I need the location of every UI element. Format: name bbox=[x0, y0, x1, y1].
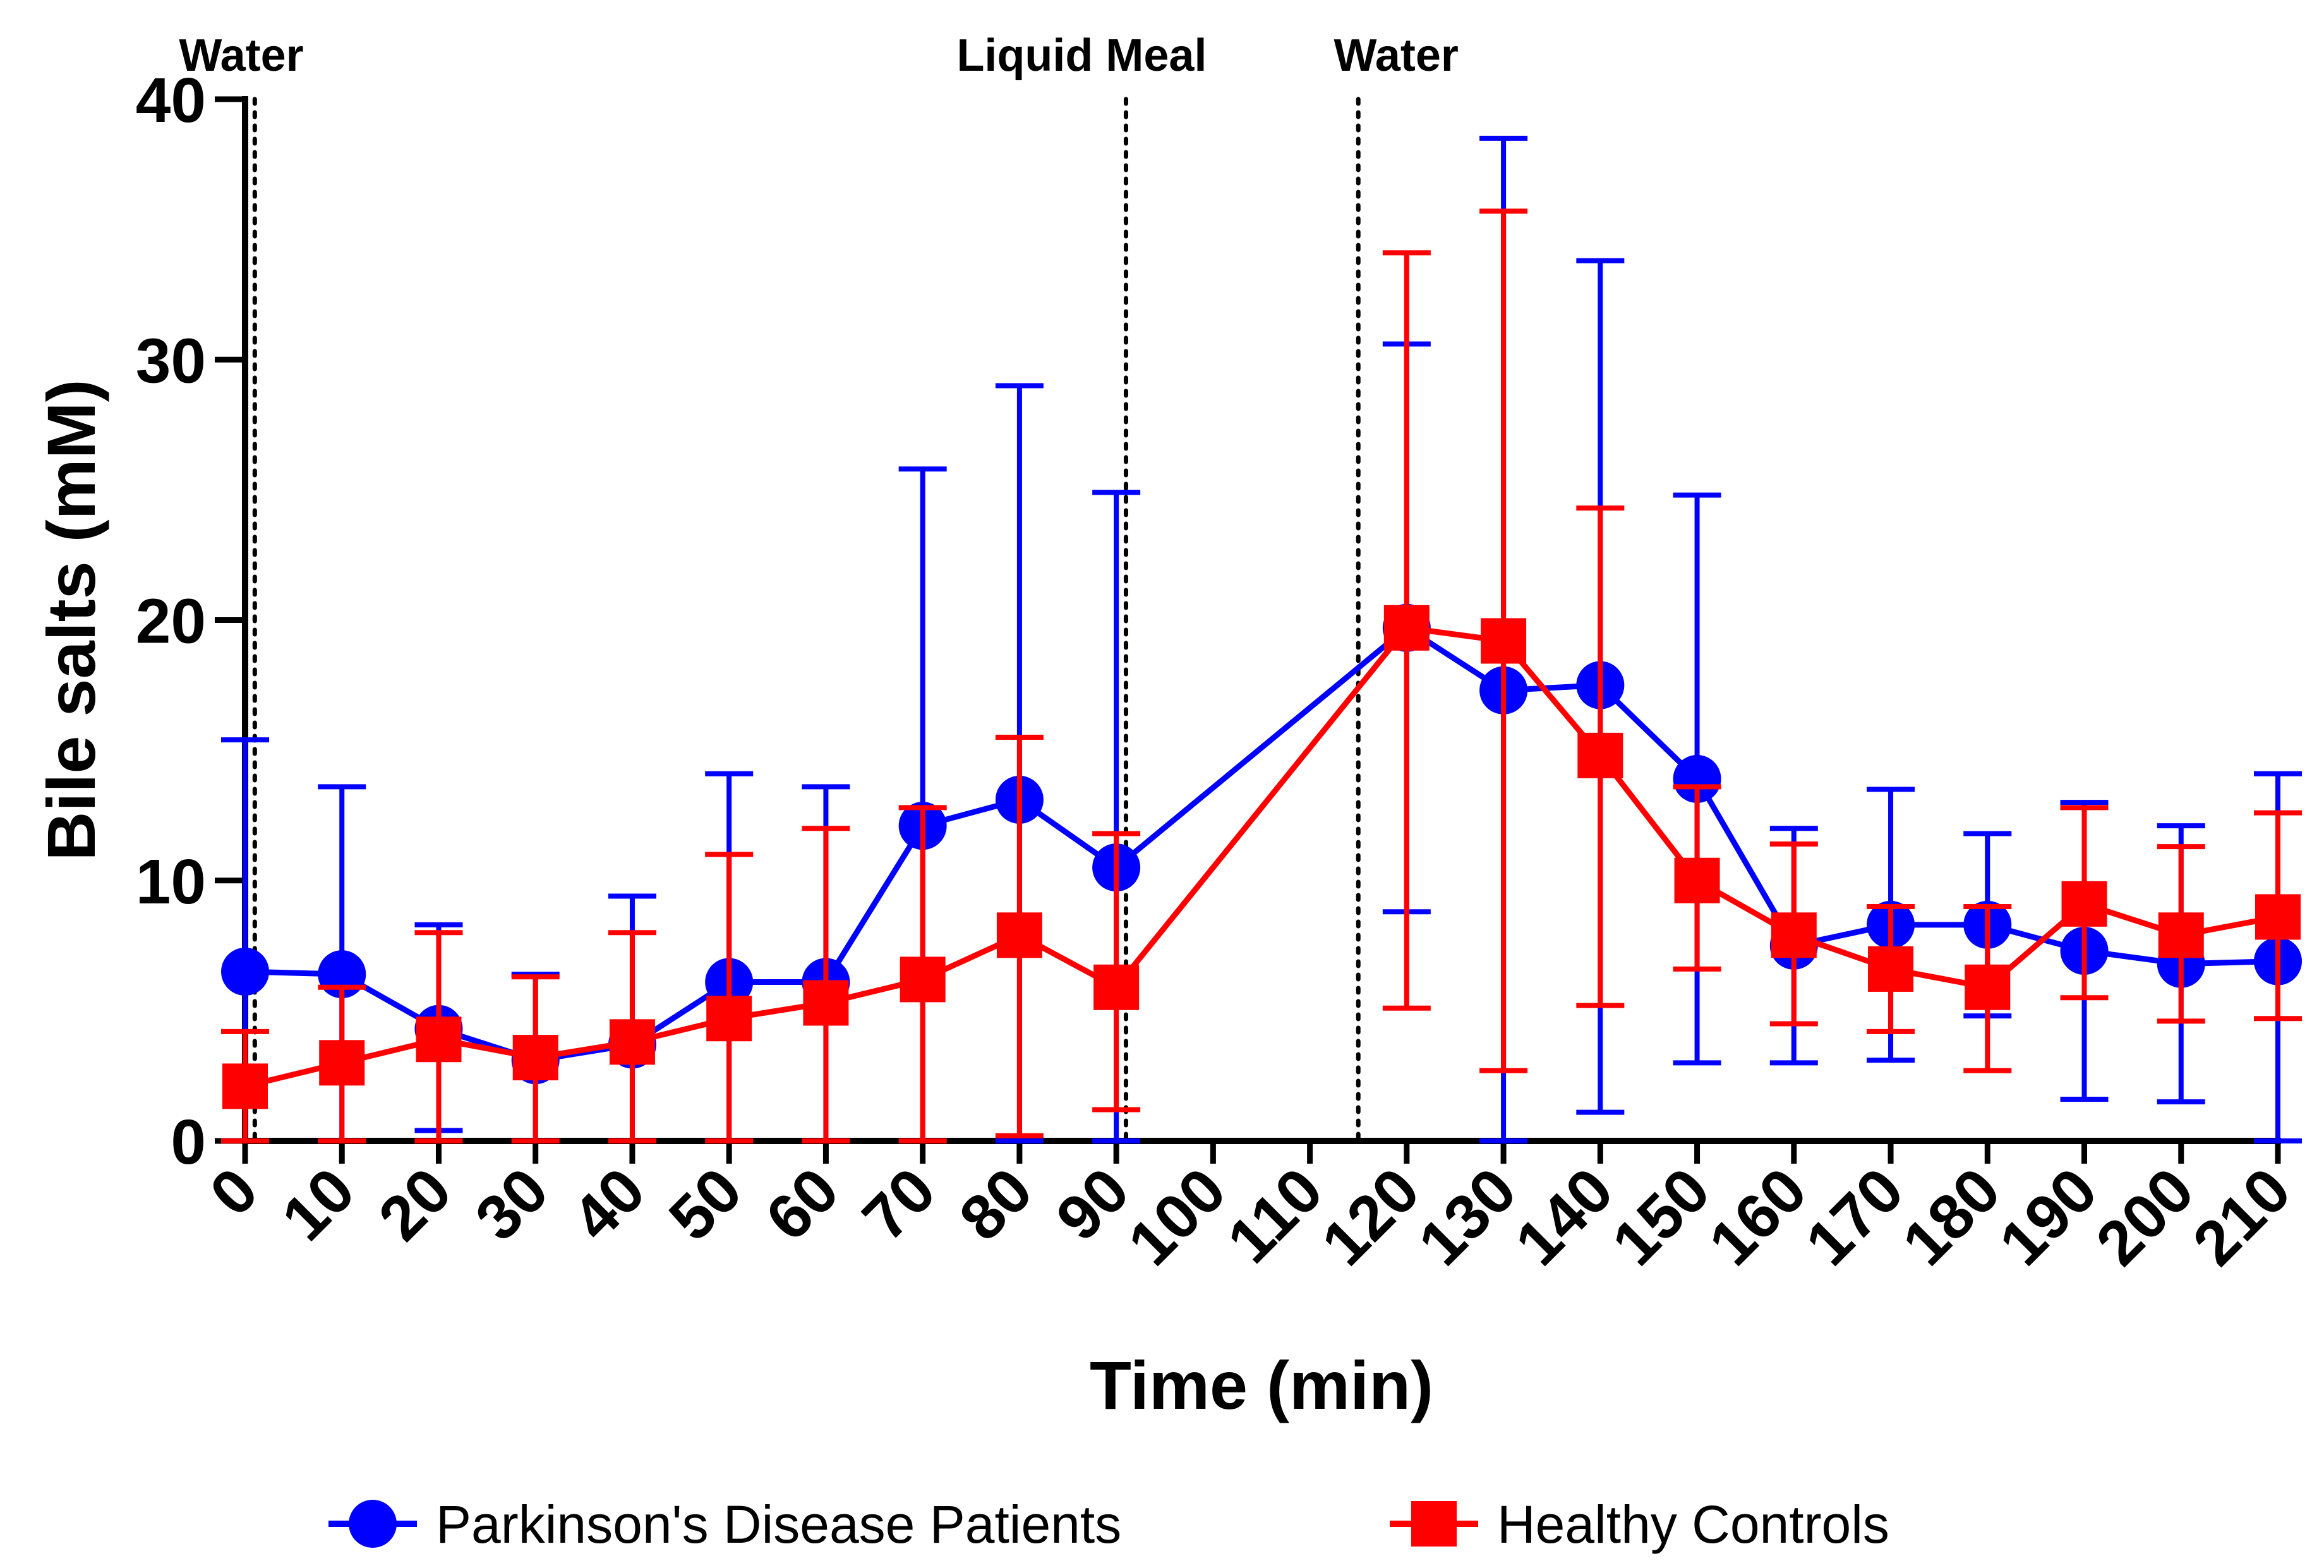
x-tick-label: 180 bbox=[1889, 1154, 2014, 1279]
legend-label: Parkinson's Disease Patients bbox=[436, 1495, 1121, 1554]
y-tick-label: 10 bbox=[136, 847, 206, 917]
x-tick-label: 110 bbox=[1214, 1154, 1336, 1276]
data-point-marker bbox=[900, 956, 946, 1003]
x-tick-label: 210 bbox=[2179, 1154, 2304, 1279]
x-tick-label: 70 bbox=[849, 1154, 949, 1254]
series-group bbox=[221, 208, 2302, 1143]
data-point-marker bbox=[996, 912, 1042, 958]
data-point-marker bbox=[416, 1016, 462, 1063]
data-point-marker bbox=[609, 1019, 655, 1065]
x-tick-label: 60 bbox=[752, 1154, 852, 1254]
x-tick-label: 40 bbox=[559, 1154, 659, 1254]
data-point-marker bbox=[1481, 618, 1527, 664]
data-point-marker bbox=[221, 948, 269, 996]
x-tick-label: 190 bbox=[1986, 1154, 2110, 1279]
data-point-marker bbox=[1965, 964, 2011, 1010]
data-point-marker bbox=[1673, 754, 1721, 803]
annotation-layer: Water Liquid Meal Water bbox=[179, 30, 1459, 1143]
tick-layer: 0102030400102030405060708090100110120130… bbox=[136, 65, 2304, 1279]
x-tick-label: 160 bbox=[1695, 1154, 1820, 1279]
data-point-marker bbox=[1577, 732, 1623, 778]
y-axis-label: Bile salts (mM) bbox=[33, 379, 109, 860]
data-point-marker bbox=[1771, 912, 1817, 958]
data-point-marker bbox=[803, 980, 849, 1026]
legend-label: Healthy Controls bbox=[1497, 1495, 1889, 1554]
y-tick-label: 20 bbox=[136, 586, 206, 657]
data-point-marker bbox=[512, 1035, 558, 1081]
x-tick-label: 200 bbox=[2083, 1154, 2207, 1279]
legend-marker bbox=[349, 1500, 397, 1548]
y-tick-label: 40 bbox=[136, 65, 206, 136]
x-tick-label: 130 bbox=[1405, 1154, 1529, 1279]
x-axis-label: Time (min) bbox=[1090, 1347, 1433, 1423]
data-point-marker bbox=[1093, 964, 1140, 1010]
data-point-marker bbox=[2061, 881, 2107, 927]
data-point-marker bbox=[1383, 605, 1430, 651]
x-tick-label: 0 bbox=[196, 1154, 272, 1229]
x-tick-label: 150 bbox=[1599, 1154, 1723, 1279]
x-tick-label: 50 bbox=[656, 1154, 756, 1254]
x-tick-label: 30 bbox=[462, 1154, 562, 1254]
data-point-marker bbox=[222, 1063, 268, 1109]
x-tick-label: 170 bbox=[1792, 1154, 1917, 1279]
annotation-label: Water bbox=[179, 30, 303, 81]
y-tick-label: 0 bbox=[171, 1107, 206, 1178]
x-tick-label: 100 bbox=[1115, 1154, 1239, 1279]
annotation-label: Water bbox=[1334, 30, 1459, 81]
x-tick-label: 120 bbox=[1308, 1154, 1433, 1279]
data-point-marker bbox=[319, 1040, 365, 1086]
data-point-marker bbox=[1674, 857, 1720, 903]
series-layer bbox=[221, 135, 2302, 1143]
legend-marker bbox=[1411, 1501, 1457, 1547]
x-tick-label: 80 bbox=[946, 1154, 1046, 1254]
x-tick-label: 140 bbox=[1502, 1154, 1627, 1279]
x-tick-label: 20 bbox=[365, 1154, 465, 1254]
data-point-marker bbox=[2158, 912, 2204, 958]
data-point-marker bbox=[2255, 894, 2301, 940]
x-tick-label: 10 bbox=[268, 1154, 368, 1254]
annotation-label: Liquid Meal bbox=[956, 30, 1207, 81]
legend: Parkinson's Disease Patients Healthy Cont… bbox=[328, 1495, 1889, 1554]
data-point-marker bbox=[1868, 946, 1914, 992]
data-point-marker bbox=[706, 996, 752, 1042]
y-tick-label: 30 bbox=[136, 325, 206, 396]
